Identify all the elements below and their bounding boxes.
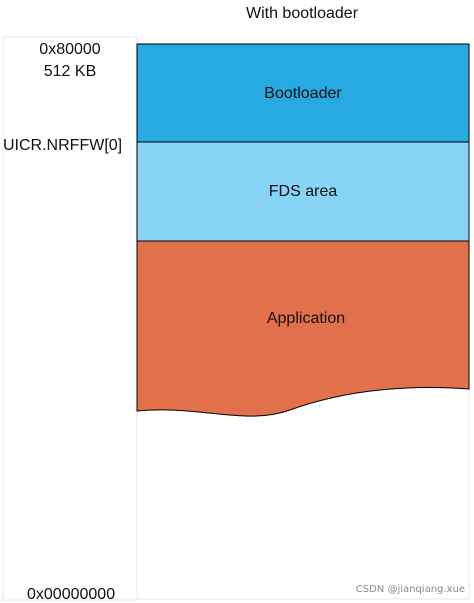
diagram-title: With bootloader [246,5,359,22]
application-region [136,240,470,417]
bootloader-label: Bootloader [264,85,342,102]
top-address-label: 0x80000 [39,41,100,58]
uicr-label: UICR.NRFFW[0] [3,137,122,154]
watermark: CSDN @jianqiang.xue [356,584,465,595]
address-column-outline [2,36,138,601]
fds-area-region [136,141,470,242]
bootloader-region [136,43,470,143]
top-size-label: 512 KB [44,63,96,80]
bottom-address-label: 0x00000000 [27,586,115,603]
fds-area-label: FDS area [269,183,338,200]
application-label: Application [267,310,345,327]
